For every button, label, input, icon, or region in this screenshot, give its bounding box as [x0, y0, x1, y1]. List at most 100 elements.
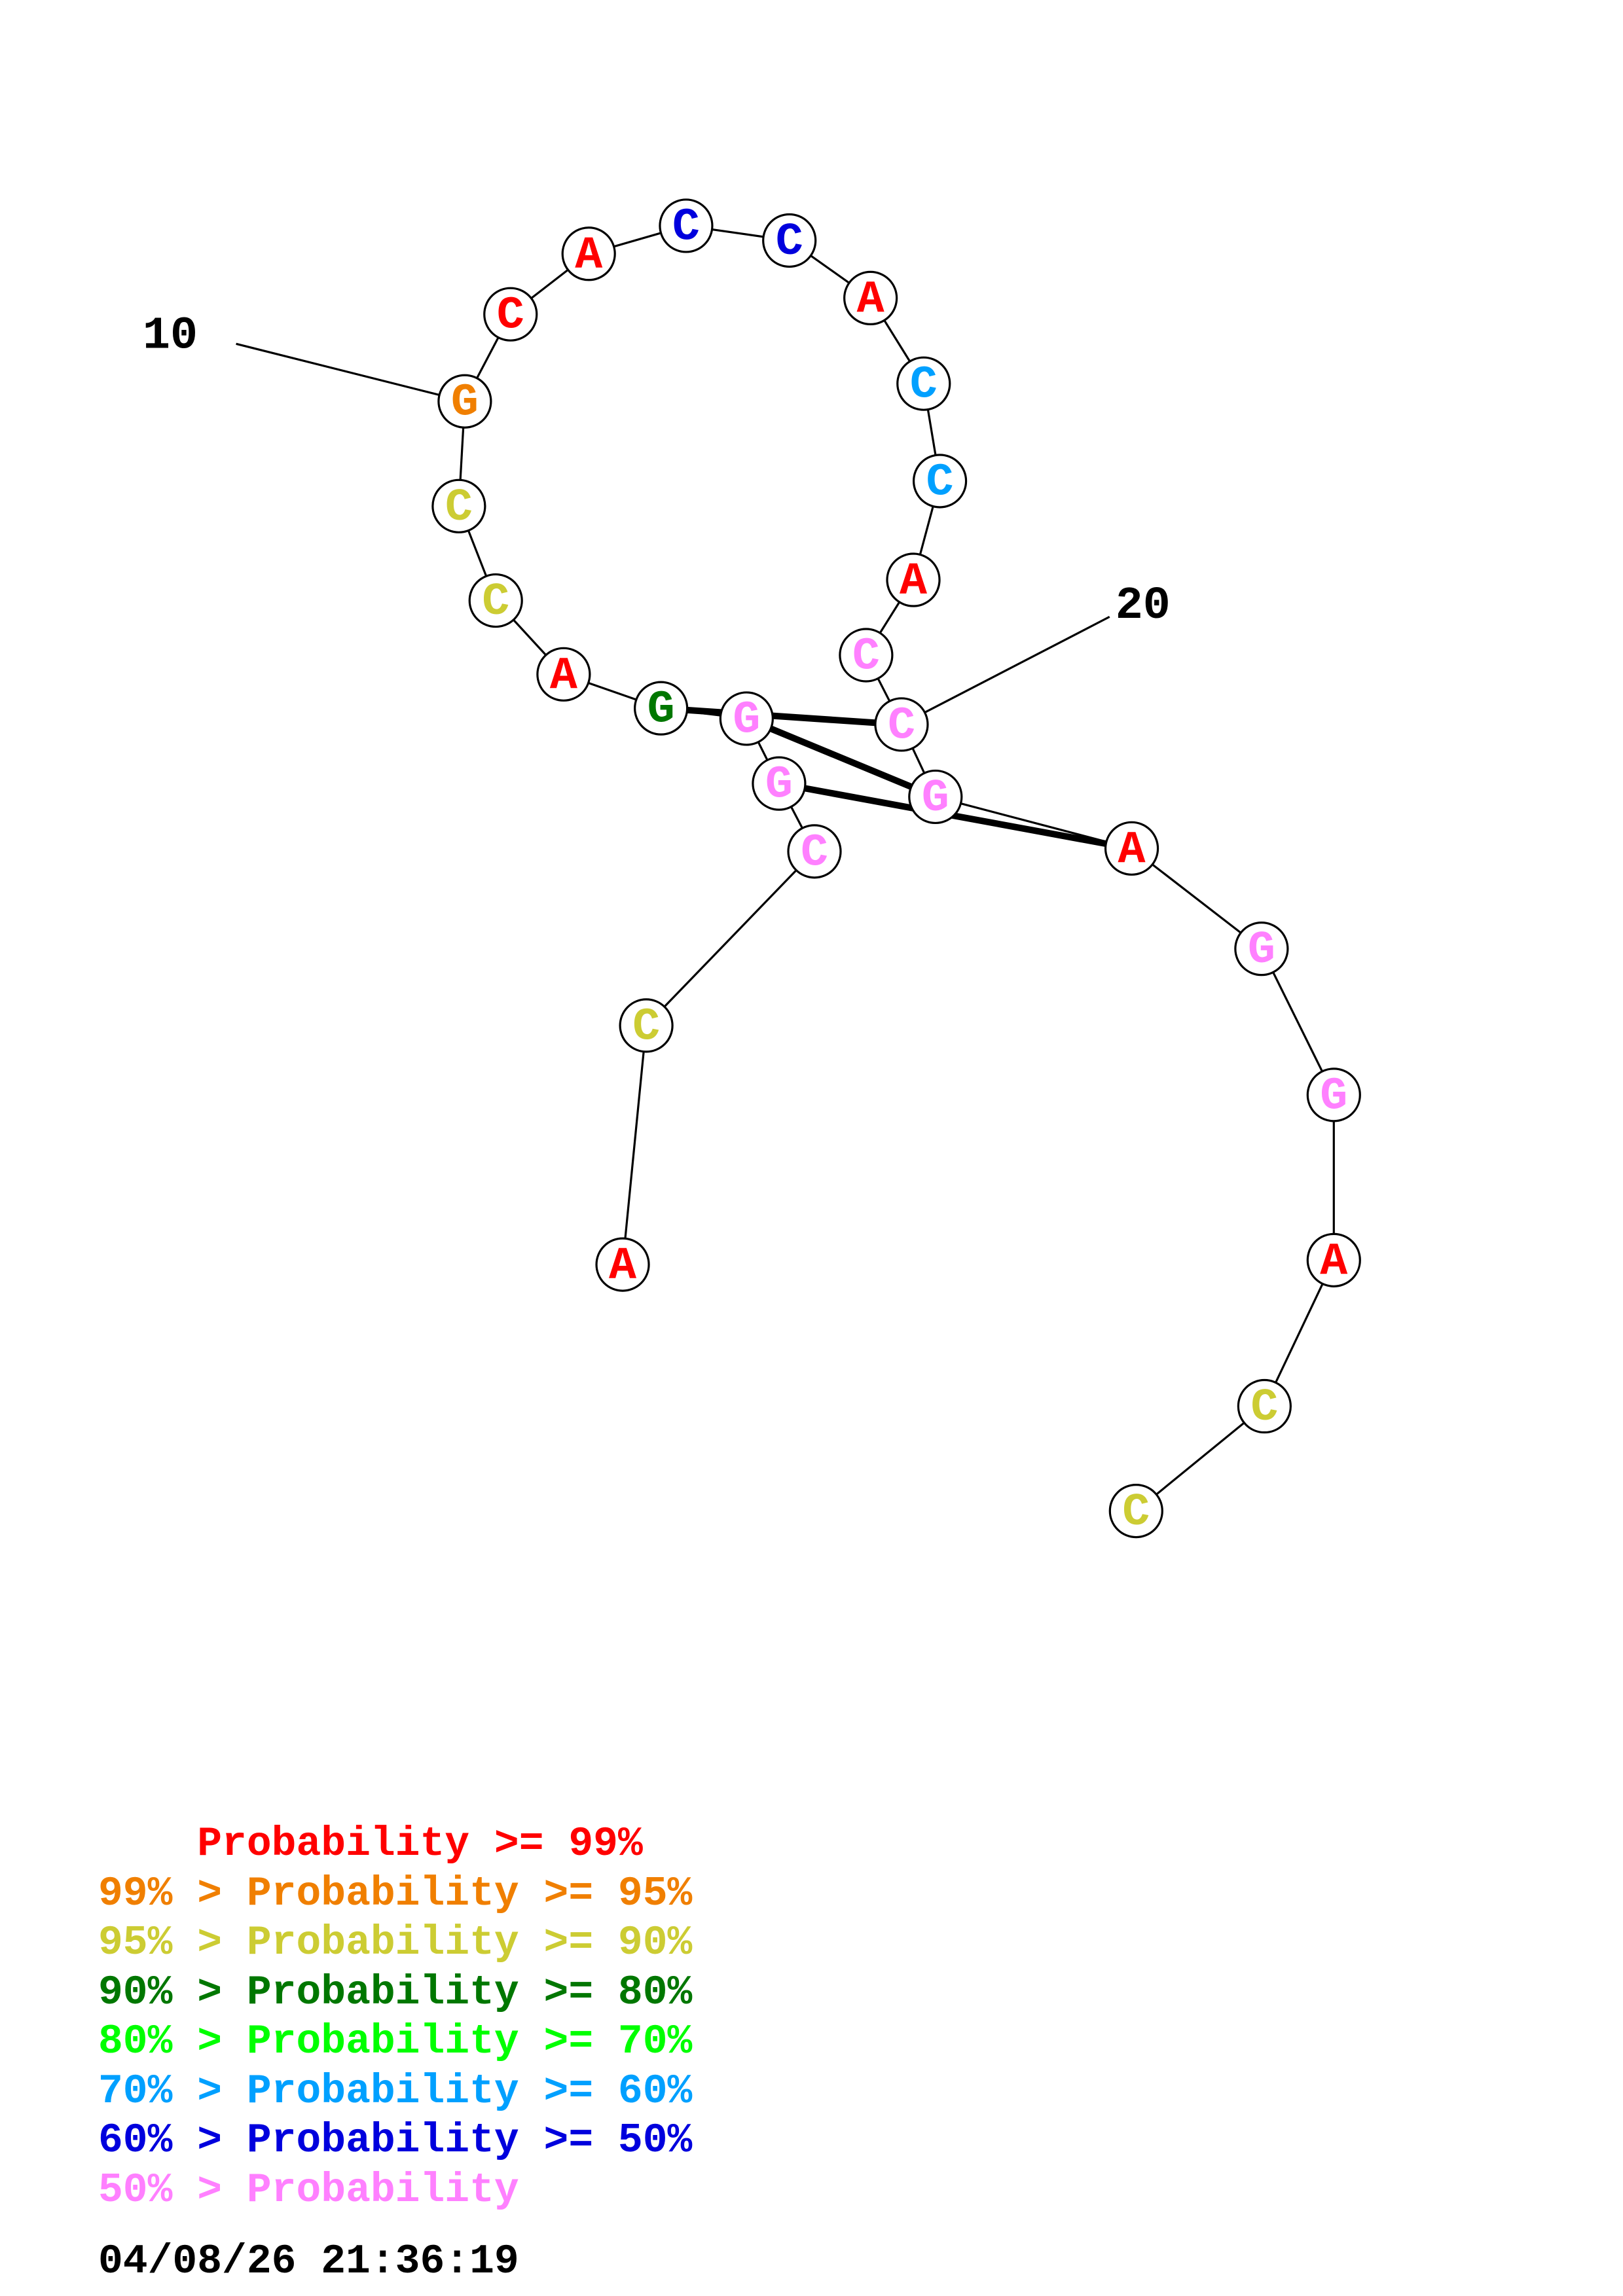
nucleotide-letter: G — [1248, 925, 1275, 977]
nucleotide: C — [483, 287, 538, 342]
nucleotide-circle — [1306, 1232, 1361, 1287]
nucleotide-letter: G — [765, 760, 793, 812]
nucleotide-letter: C — [632, 1001, 660, 1053]
nucleotide-circle — [886, 552, 941, 607]
legend-prefix: 60% > — [98, 2117, 247, 2164]
nucleotide-letter: A — [900, 556, 927, 608]
nucleotide: C — [431, 478, 486, 534]
nucleotide-letter: G — [451, 378, 479, 429]
position-label-layer: 10 20 — [143, 311, 1171, 726]
legend-entry: 99% > Probability >= 95% — [98, 1869, 692, 1919]
legend-text: Probability — [246, 2166, 519, 2214]
nucleotide-circle — [843, 270, 898, 326]
nucleotide-letter: A — [550, 651, 577, 702]
nucleotide: A — [561, 226, 616, 281]
legend-prefix: 99% > — [98, 1870, 247, 1917]
nucleotide-letter: G — [733, 694, 760, 746]
nucleotide-letter: A — [1118, 825, 1146, 876]
nucleotide-circle — [839, 628, 894, 683]
nucleotide-circle — [1104, 821, 1159, 876]
nucleotide-circle — [908, 769, 963, 825]
base-pair-bond — [778, 780, 1133, 852]
nucleotide-letter: C — [482, 577, 509, 628]
nucleotide-letter: A — [575, 230, 602, 281]
nucleotide-circle — [468, 573, 523, 628]
legend-text: Probability >= 99% — [197, 1821, 643, 1867]
nucleotide: C — [787, 824, 842, 879]
legend-entry: 50% > Probability — [98, 2166, 692, 2215]
nucleotide: A — [536, 647, 591, 702]
nucleotide: A — [843, 270, 898, 326]
nucleotide: C — [468, 573, 523, 628]
legend-prefix: 80% > — [98, 2018, 247, 2065]
nucleotide: A — [1104, 821, 1159, 876]
nucleotide-circle — [762, 213, 817, 268]
nucleotide-circle — [1237, 1378, 1292, 1434]
nucleotide: G — [752, 756, 807, 812]
nucleotide-circle — [719, 691, 774, 746]
position-label-leader — [901, 615, 1110, 726]
nucleotide: G — [634, 681, 689, 736]
nucleotide-circle — [874, 697, 929, 752]
nucleotide-letter: A — [609, 1241, 636, 1293]
nucleotide-circle — [536, 647, 591, 702]
nucleotide-circle — [619, 998, 674, 1053]
base-pair-bond — [745, 715, 937, 800]
legend-entry: 80% > Probability >= 70% — [98, 2017, 692, 2067]
legend-entry: 60% > Probability >= 50% — [98, 2116, 692, 2166]
nucleotide: G — [437, 374, 492, 429]
base-pair-bond — [661, 705, 902, 728]
nucleotide-circle — [896, 356, 951, 411]
nucleotide-circle — [561, 226, 616, 281]
position-label-leader — [236, 342, 465, 403]
legend-text: Probability >= 60% — [246, 2068, 693, 2115]
nucleotide-letter: C — [1250, 1382, 1278, 1434]
legend-prefix: 90% > — [98, 1969, 247, 2016]
legend-text: Probability >= 80% — [246, 1969, 693, 2016]
nucleotide-circle — [752, 756, 807, 811]
nucleotide-letter: C — [445, 482, 473, 534]
nucleotide-circle — [431, 478, 486, 533]
nucleotide-circle — [595, 1237, 650, 1292]
nucleotide: C — [874, 697, 929, 752]
nucleotide: C — [762, 213, 817, 268]
legend-text: Probability >= 50% — [246, 2117, 693, 2164]
legend-prefix — [98, 1821, 197, 1867]
nucleotide-letter: G — [647, 685, 675, 736]
legend-entry: 90% > Probability >= 80% — [98, 1968, 692, 2018]
legend-entry: 70% > Probability >= 60% — [98, 2067, 692, 2117]
nucleotide: C — [912, 454, 968, 509]
legend-prefix: 95% > — [98, 1920, 247, 1966]
nucleotide-letter: G — [922, 773, 949, 825]
backbone-link — [645, 850, 816, 1026]
nucleotide: G — [1306, 1067, 1361, 1122]
nucleotide: G — [719, 691, 774, 746]
legend-text: Probability >= 95% — [246, 1870, 693, 1917]
nucleotide-letter: C — [801, 827, 828, 879]
nucleotide-letter: C — [888, 700, 915, 752]
nucleotide-circle — [659, 198, 714, 253]
nucleotide-circle — [787, 824, 842, 879]
legend-entry: Probability >= 99% — [98, 1820, 692, 1869]
nucleotide: G — [908, 769, 963, 825]
timestamp: 04/08/26 21:36:19 — [98, 2238, 519, 2285]
legend-text: Probability >= 90% — [246, 1920, 693, 1966]
nucleotide-letter: A — [857, 274, 884, 326]
nucleotide: C — [1237, 1378, 1292, 1434]
legend-entry: 95% > Probability >= 90% — [98, 1918, 692, 1968]
nucleotide-letter: C — [672, 202, 700, 253]
nucleotide-letter: C — [1122, 1487, 1150, 1539]
legend-prefix: 50% > — [98, 2166, 247, 2214]
nucleotide-circle — [912, 454, 968, 509]
nucleotide: C — [659, 198, 714, 253]
backbone-link — [1135, 1405, 1266, 1512]
nucleotide: C — [896, 356, 951, 412]
backbone-link — [621, 1025, 647, 1265]
nucleotide: A — [1306, 1232, 1361, 1288]
backbone-link — [1131, 848, 1262, 950]
nucleotide-circle — [1108, 1484, 1163, 1539]
nucleotide: C — [839, 628, 894, 683]
nucleotide: A — [595, 1237, 650, 1293]
